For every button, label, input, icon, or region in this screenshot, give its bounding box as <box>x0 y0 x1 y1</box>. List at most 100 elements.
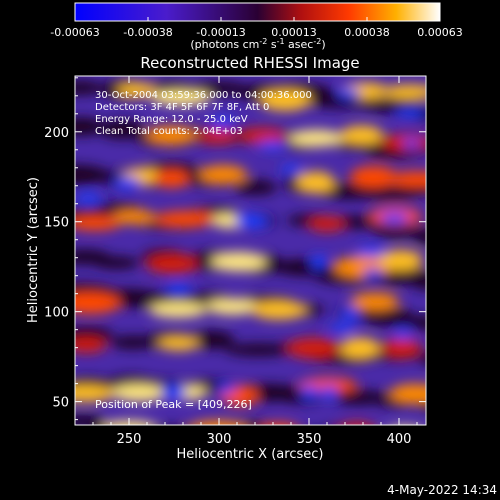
heatmap-min-spot <box>402 139 421 148</box>
colorbar-tick-label: -0.00063 <box>50 26 99 39</box>
annotation-line: 30-Oct-2004 03:59:36.000 to 04:00:36.000 <box>95 90 312 101</box>
heatmap-ridge <box>198 165 248 184</box>
heatmap-ridge <box>251 300 307 320</box>
heatmap-ridge <box>150 90 212 106</box>
peak-position-label: Position of Peak = [409,226] <box>95 398 252 411</box>
annotation-line: Clean Total counts: 2.04E+03 <box>95 126 243 137</box>
timestamp: 4-May-2022 14:34 <box>387 483 497 497</box>
heatmap-min-spot <box>114 176 141 190</box>
colorbar-tick-label: -0.00038 <box>123 26 172 39</box>
heatmap-trough <box>75 80 104 95</box>
heatmap-ridge <box>239 127 287 145</box>
heatmap-ridge <box>286 337 340 359</box>
y-tick-label: 100 <box>44 306 69 321</box>
annotation-block: 30-Oct-2004 03:59:36.000 to 04:00:36.000… <box>95 90 312 137</box>
plot-frame <box>74 75 427 426</box>
heatmap-ridge <box>145 125 197 145</box>
heatmap-ridge <box>387 171 426 187</box>
heatmap-ridge <box>340 125 384 145</box>
heatmap-ridge <box>342 422 371 425</box>
x-axis-label: Heliocentric X (arcsec) <box>177 447 324 462</box>
heatmap-min-spot <box>328 323 357 333</box>
heatmap-trough <box>320 426 378 440</box>
colorbar-tick-label: -0.00013 <box>196 26 245 39</box>
heatmap-trough <box>75 414 106 425</box>
heatmap-min-spot <box>337 88 361 98</box>
x-tick-label: 350 <box>297 432 322 447</box>
heatmap-ridge <box>349 166 397 188</box>
heatmap-ridge <box>308 216 345 232</box>
heatmap-trough <box>412 227 426 245</box>
heatmap-ridge <box>258 89 311 111</box>
heatmap-min-spot <box>341 307 360 320</box>
heatmap-min-spot <box>209 117 236 129</box>
heatmap-ridge <box>350 292 399 310</box>
y-tick-label: 150 <box>44 216 69 231</box>
annotation-line: Detectors: 3F 4F 5F 6F 7F 8F, Att 0 <box>95 102 269 113</box>
heatmap-min-spot <box>394 329 412 340</box>
y-tick-label: 50 <box>52 396 69 411</box>
heatmap-min-spot <box>356 246 386 257</box>
heatmap-min-spot <box>362 268 384 278</box>
heatmap-ridge <box>154 211 217 227</box>
heatmap-ridge <box>75 292 121 314</box>
heatmap-trough <box>189 81 248 96</box>
heatmap-trough <box>413 439 471 452</box>
heatmap-min-spot <box>234 213 258 228</box>
heatmap-trough <box>75 117 106 136</box>
heatmap-trough <box>75 164 110 185</box>
heatmap-min-spot <box>321 385 338 399</box>
heatmap-ridge <box>389 383 426 404</box>
heatmap-trough <box>141 427 197 440</box>
colorbar-units-label: (photons cm-2 s-1 asec-2) <box>190 37 325 51</box>
heatmap-min-spot <box>75 193 102 204</box>
heatmap-trough <box>93 256 140 270</box>
heatmap-ridge <box>378 249 423 271</box>
colorbar-ticks: -0.00063 -0.00038 -0.00013 0.00013 0.00038 0.… <box>50 17 463 39</box>
heatmap-trough <box>332 390 386 405</box>
x-tick-label: 400 <box>387 432 412 447</box>
heatmap-ridge <box>75 215 122 231</box>
axis-ticks: 250 300 350 400 50 100 150 200 <box>44 76 426 447</box>
heatmap-trough <box>410 273 426 291</box>
heatmap-ridge <box>153 169 190 188</box>
heatmap-trough <box>98 119 146 140</box>
y-tick-label: 200 <box>44 126 69 141</box>
heatmap-min-spot <box>379 212 410 224</box>
heatmap-ridge <box>117 82 156 98</box>
colorbar-tick-label: 0.00038 <box>344 26 390 39</box>
heatmap-ridge <box>340 337 381 359</box>
heatmap-min-spot <box>310 255 329 269</box>
heatmap-ridge <box>289 129 344 147</box>
heatmap-ridge <box>211 251 267 272</box>
chart-title: Reconstructed RHESSI Image <box>140 54 359 72</box>
heatmap-ridge <box>158 335 199 351</box>
colorbar-tick-label: 0.00013 <box>271 26 317 39</box>
heatmap-trough <box>233 179 278 195</box>
heatmap-ridge <box>381 84 426 99</box>
heatmap-ridge <box>113 210 156 225</box>
heatmap-min-spot <box>300 385 320 398</box>
heatmap-trough <box>405 315 426 330</box>
heatmap-min-spot <box>216 384 236 394</box>
heatmap-min-spot <box>257 140 288 151</box>
colorbar-tick-label: 0.00063 <box>417 26 463 39</box>
heatmap-trough <box>419 353 426 365</box>
colorbar <box>74 2 441 22</box>
heatmap-ridge <box>75 385 116 402</box>
heatmap-ridge <box>75 337 107 353</box>
heatmap-ridge <box>206 298 259 315</box>
heatmap-min-spot <box>280 164 304 174</box>
y-axis-label: Heliocentric Y (arcsec) <box>26 177 41 323</box>
heatmap-ridge <box>146 254 199 274</box>
heatmap-ridge <box>149 302 207 318</box>
annotation-line: Energy Range: 12.0 - 25.0 keV <box>95 114 248 125</box>
heatmap-trough <box>188 330 235 349</box>
x-tick-label: 250 <box>117 432 142 447</box>
heatmap-ridge <box>296 171 335 194</box>
heatmap-trough <box>363 307 414 326</box>
heatmap-ridge <box>111 384 168 402</box>
heatmap-ridge <box>381 338 421 358</box>
heatmap-ridge <box>264 422 294 425</box>
